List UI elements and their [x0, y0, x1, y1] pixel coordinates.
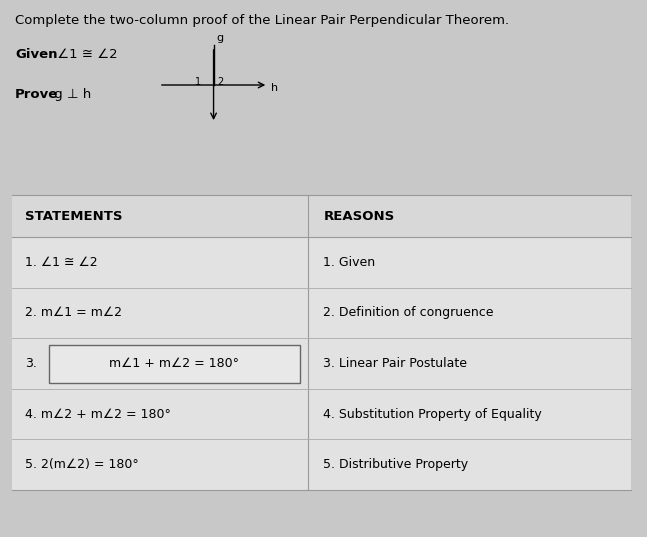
Text: 3. Linear Pair Postulate: 3. Linear Pair Postulate	[324, 357, 467, 370]
Text: 5. 2(m∠2) = 180°: 5. 2(m∠2) = 180°	[25, 458, 138, 471]
Text: 3.: 3.	[25, 357, 37, 370]
Text: STATEMENTS: STATEMENTS	[25, 209, 122, 222]
Text: 4. Substitution Property of Equality: 4. Substitution Property of Equality	[324, 408, 542, 420]
Text: 2. m∠1 = m∠2: 2. m∠1 = m∠2	[25, 307, 122, 320]
Text: m∠1 + m∠2 = 180°: m∠1 + m∠2 = 180°	[109, 357, 239, 370]
Text: Complete the two-column proof of the Linear Pair Perpendicular Theorem.: Complete the two-column proof of the Lin…	[15, 14, 509, 27]
Text: 1. Given: 1. Given	[324, 256, 375, 269]
Text: h: h	[271, 83, 278, 93]
Text: ∠1 ≅ ∠2: ∠1 ≅ ∠2	[52, 48, 117, 61]
Text: REASONS: REASONS	[324, 209, 395, 222]
Bar	[12, 195, 631, 237]
Text: 4. m∠2 + m∠2 = 180°: 4. m∠2 + m∠2 = 180°	[25, 408, 171, 420]
Text: g ⊥ h: g ⊥ h	[50, 88, 91, 101]
Text: 1: 1	[195, 77, 201, 87]
Text: 2. Definition of congruence: 2. Definition of congruence	[324, 307, 494, 320]
Text: 5. Distributive Property: 5. Distributive Property	[324, 458, 468, 471]
Text: 1. ∠1 ≅ ∠2: 1. ∠1 ≅ ∠2	[25, 256, 98, 269]
Text: Prove: Prove	[15, 88, 58, 101]
FancyBboxPatch shape	[49, 345, 300, 382]
Text: g: g	[217, 33, 224, 43]
Text: Given: Given	[15, 48, 58, 61]
Text: 2: 2	[217, 77, 224, 87]
Bar	[12, 195, 631, 490]
